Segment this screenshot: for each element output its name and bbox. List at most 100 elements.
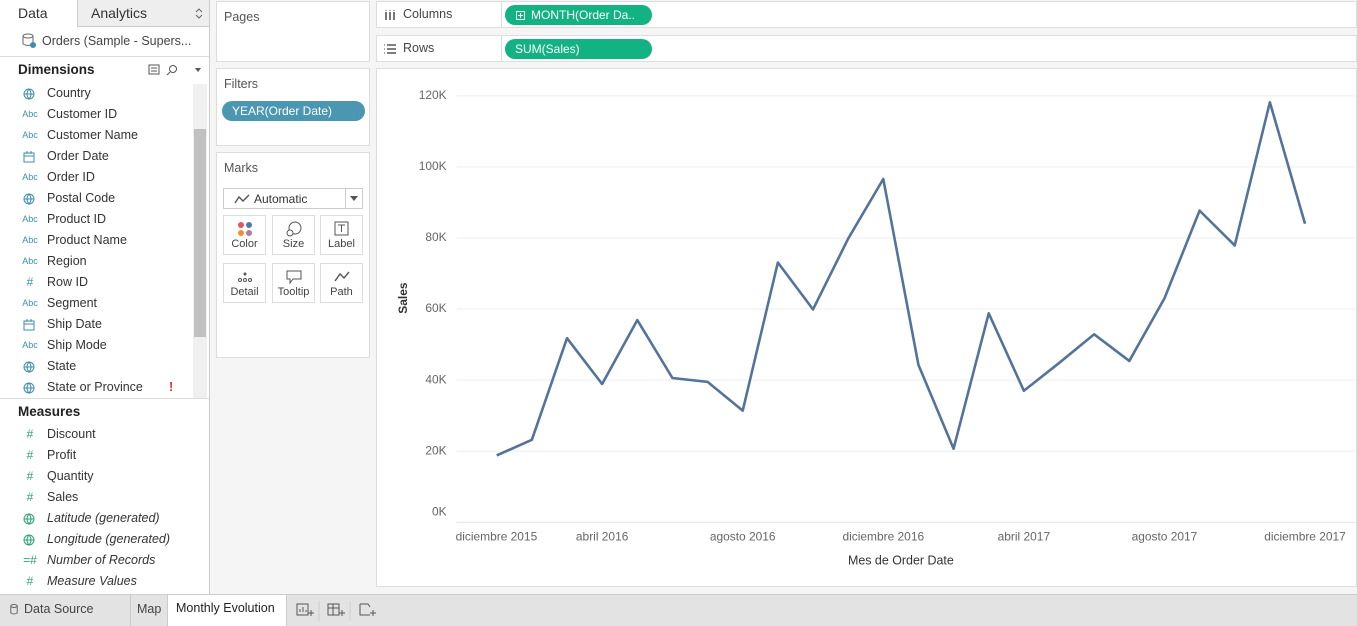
detail-icon [237,272,252,282]
field-name: Product ID [47,212,107,226]
rows-shelf[interactable]: Rows SUM(Sales) [376,35,1357,62]
x-tick-label: diciembre 2016 [842,529,924,543]
y-tick-label: 80K [425,230,446,244]
divider [0,56,209,57]
field-name: Product Name [47,233,127,247]
field-name: Profit [47,448,77,462]
detail-button[interactable]: Detail [223,263,266,303]
size-icon [286,221,301,237]
x-tick-label: diciembre 2017 [1264,529,1346,543]
field[interactable]: Abc Customer Name [0,125,192,146]
field-name: Longitude (generated) [47,532,171,546]
field-name: Order Date [47,149,109,163]
color-icon [237,222,252,236]
field[interactable]: Postal Code [0,188,192,209]
new-sheet-buttons[interactable] [295,601,385,621]
field[interactable]: Ship Date [0,314,192,335]
y-tick-label: 20K [425,443,446,457]
field-name: Order ID [47,170,95,184]
card-title: Pages [224,10,260,24]
field[interactable]: Abc Product Name [0,230,192,251]
marks-card: Marks Automatic Color Size Label Detail … [216,152,370,358]
mark-type-dropdown[interactable]: Automatic [223,188,363,209]
field[interactable]: # Quantity [0,466,192,487]
line [496,100,1307,457]
y-axis-title: Sales [396,282,410,314]
columns-icon [385,10,395,20]
field-name: Postal Code [47,191,116,205]
divider [130,595,131,626]
field[interactable]: =# Number of Records [0,550,192,571]
data-tab[interactable]: Data [0,0,77,27]
divider [501,36,502,61]
field-type-icon: Abc [22,298,38,308]
filters-card[interactable]: Filters YEAR(Order Date) [216,68,370,146]
calendar-top [24,319,34,325]
tooltip-icon [286,270,301,285]
field[interactable]: # Discount [0,424,192,445]
scroll-thumb[interactable] [194,129,206,337]
x-tick-label: diciembre 2015 [456,529,538,543]
field[interactable]: # Sales [0,487,192,508]
dimensions-list: Country Abc Customer ID Abc Customer Name Ord… [0,83,192,398]
globe-lines [24,513,34,525]
field[interactable]: Latitude (generated) [0,508,192,529]
dimension-tools[interactable] [148,63,208,77]
field[interactable]: Order Date [0,146,192,167]
label-button[interactable]: Label [320,215,363,255]
scrollbar[interactable] [193,84,207,398]
columns-shelf[interactable]: Columns MONTH(Order Da.. [376,1,1357,28]
calendar [23,152,35,163]
globe-lines [24,534,34,546]
calendar-top [24,151,34,157]
field-name: Row ID [47,275,88,289]
field-type-icon: # [26,574,34,588]
color-button[interactable]: Color [223,215,266,255]
sheet-tabs: Data Source Map Monthly Evolution [0,594,1357,626]
path-button[interactable]: Path [320,263,363,303]
sheet-tab[interactable]: Map [137,602,162,616]
field[interactable]: State [0,356,192,377]
field[interactable]: Longitude (generated) [0,529,192,550]
field[interactable]: Abc Region [0,251,192,272]
active-sheet-tab[interactable]: Monthly Evolution [167,595,287,626]
field[interactable]: Abc Segment [0,293,192,314]
field[interactable]: Abc Ship Mode [0,335,192,356]
field-type-icon: Abc [22,130,38,140]
field[interactable]: # Profit [0,445,192,466]
shelf-label: Rows [403,41,435,55]
field[interactable]: # Row ID [0,272,192,293]
filter-pill[interactable]: YEAR(Order Date) [222,101,365,121]
field[interactable]: Abc Customer ID [0,104,192,125]
datasource-name[interactable]: Orders (Sample - Supers... [42,34,192,48]
field[interactable]: Country [0,83,192,104]
field-type-icon: # [26,490,34,504]
x-tick-label: agosto 2017 [1132,529,1198,543]
columns-pill[interactable]: MONTH(Order Da.. [505,5,652,25]
analytics-tab[interactable]: Analytics [77,0,209,27]
field[interactable]: # Measure Values [0,571,192,592]
field-type-icon: # [26,275,34,289]
y-tick-label: 40K [425,372,446,386]
field-type-icon: # [26,469,34,483]
x-tick-label: abril 2017 [998,529,1051,543]
y-tick-label: 120K [419,88,447,102]
rows-pill[interactable]: SUM(Sales) [505,39,652,59]
datasource-tab[interactable]: Data Source [24,602,94,616]
field[interactable]: Abc Product ID [0,209,192,230]
field[interactable]: State or Province! [0,377,192,398]
field[interactable]: Abc Order ID [0,167,192,188]
globe-lines [24,193,34,205]
tooltip-button[interactable]: Tooltip [272,263,315,303]
field-type-icon: Abc [22,214,38,224]
field-name: Segment [47,296,98,310]
path-icon [333,271,350,282]
globe-lines [24,88,34,100]
divider [501,2,502,27]
y-tick-label: 0K [432,504,447,518]
shelf-label: Columns [403,7,453,21]
pages-card[interactable]: Pages [216,1,370,62]
size-button[interactable]: Size [272,215,315,255]
field-type-icon: # [26,427,34,441]
